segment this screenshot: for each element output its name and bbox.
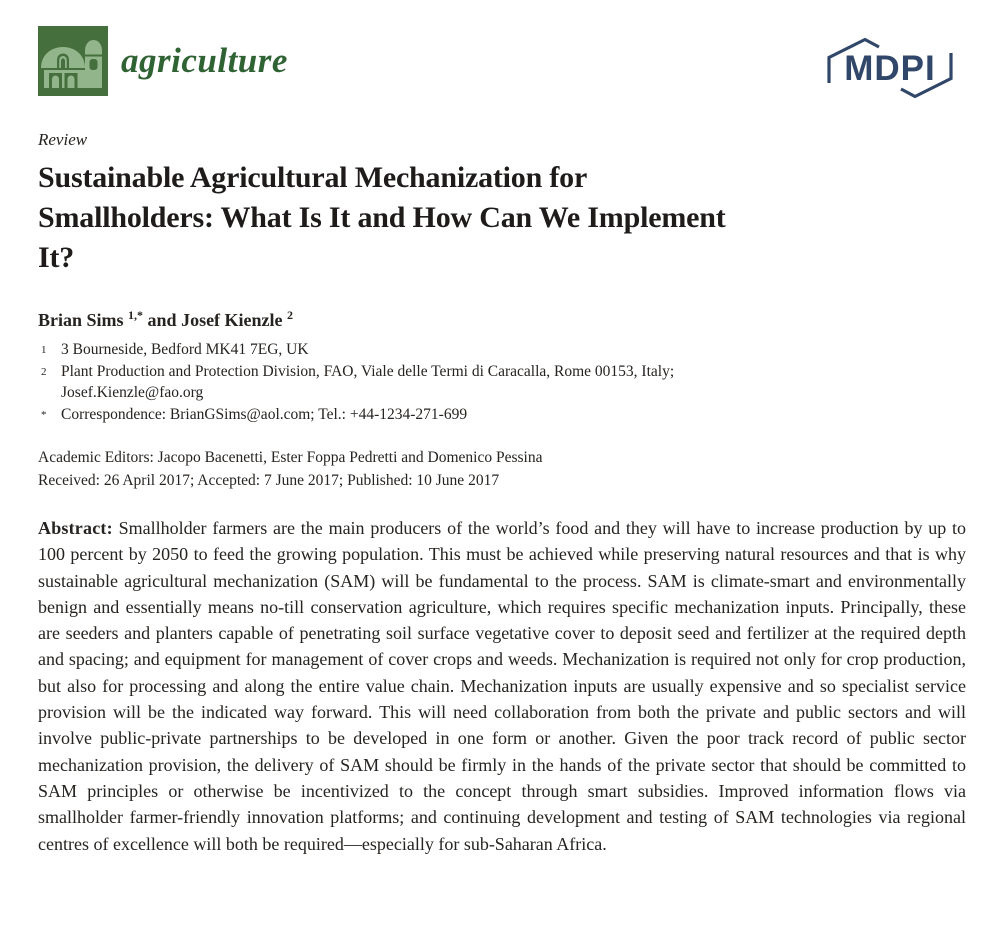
article-type: Review (38, 130, 88, 149)
barn-silo-icon (38, 26, 108, 96)
editorial-info: Academic Editors: Jacopo Bacenetti, Este… (38, 447, 966, 492)
publisher-logo: MDPI (814, 36, 966, 105)
affiliation-2: 2 Plant Production and Protection Divisi… (38, 361, 966, 404)
article-title: Sustainable Agricultural Mechanization f… (38, 161, 726, 274)
affiliation-1-text: 3 Bourneside, Bedford MK41 7EG, UK (61, 341, 309, 358)
author-line: Brian Sims 1,* and Josef Kienzle 2 (38, 304, 966, 331)
affiliation-2-line-1: Plant Production and Protection Division… (61, 362, 675, 380)
affiliation-1-marker: 1 (41, 344, 47, 356)
author-connector: and (147, 310, 177, 330)
correspondence-marker: * (41, 408, 47, 421)
article: Review Sustainable Agricultural Mechaniz… (38, 130, 966, 875)
journal-name: agriculture (121, 41, 288, 80)
mdpi-hexagon-icon: MDPI (827, 37, 953, 99)
author-2-affiliation-sup: 2 (287, 308, 294, 322)
header: agriculture MDPI (38, 26, 966, 105)
abstract-label: Abstract: (38, 518, 113, 538)
abstract: Abstract: Smallholder farmers are the ma… (38, 515, 966, 857)
affiliation-1: 1 3 Bourneside, Bedford MK41 7EG, UK (38, 339, 966, 361)
affiliation-2-text: Plant Production and Protection Division… (61, 361, 966, 404)
author-1-affiliation-sup: 1,* (128, 308, 144, 322)
affiliation-2-marker: 2 (41, 365, 47, 378)
author-2: Josef Kienzle (181, 310, 283, 330)
abstract-text: Smallholder farmers are the main produce… (38, 518, 967, 854)
history-line: Received: 26 April 2017; Accepted: 7 Jun… (38, 471, 500, 489)
affiliations: 1 3 Bourneside, Bedford MK41 7EG, UK 2 P… (38, 339, 966, 425)
author-1: Brian Sims (38, 310, 124, 330)
correspondence: * Correspondence: BrianGSims@aol.com; Te… (38, 404, 966, 426)
journal-logo: agriculture (38, 26, 288, 96)
correspondence-text: Correspondence: BrianGSims@aol.com; Tel.… (61, 405, 468, 423)
publisher-wordmark: MDPI (844, 49, 936, 88)
academic-editors-line: Academic Editors: Jacopo Bacenetti, Este… (38, 449, 543, 466)
affiliation-2-line-2: Josef.Kienzle@fao.org (61, 384, 204, 401)
